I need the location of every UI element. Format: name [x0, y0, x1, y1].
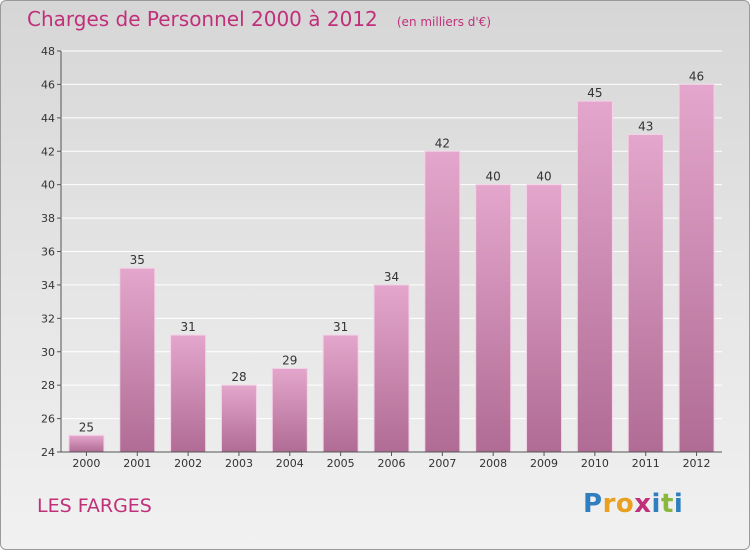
y-tick-label: 34: [41, 279, 55, 292]
x-tick-label: 2000: [72, 457, 100, 470]
y-tick-label: 48: [41, 45, 55, 58]
bar: [68, 434, 105, 453]
bar-value-label: 43: [638, 120, 653, 134]
logo-letter: P: [583, 489, 603, 519]
commune-name: LES FARGES: [37, 495, 152, 517]
bar: [373, 284, 410, 453]
bar: [678, 83, 715, 453]
proxiti-logo: Proxiti: [583, 489, 683, 519]
chart-title-row: Charges de Personnel 2000 à 2012 (en mil…: [27, 7, 491, 31]
bar-value-label: 40: [486, 170, 501, 184]
x-tick-label: 2010: [581, 457, 609, 470]
x-tick-label: 2004: [276, 457, 304, 470]
bar-value-label: 35: [130, 253, 145, 267]
y-tick-label: 46: [41, 78, 55, 91]
bar-value-label: 45: [587, 86, 602, 100]
bar: [475, 184, 512, 453]
x-tick-label: 2011: [632, 457, 660, 470]
y-tick-label: 40: [41, 179, 55, 192]
x-tick-label: 2007: [428, 457, 456, 470]
bar: [322, 334, 359, 453]
y-tick-label: 42: [41, 145, 55, 158]
x-tick-label: 2012: [683, 457, 711, 470]
bar: [576, 100, 613, 453]
bar-value-label: 31: [180, 320, 195, 334]
bar-value-label: 34: [384, 270, 399, 284]
y-tick-label: 38: [41, 212, 55, 225]
logo-letter: x: [634, 489, 652, 519]
bar: [119, 267, 156, 453]
y-tick-label: 28: [41, 379, 55, 392]
x-tick-label: 2003: [225, 457, 253, 470]
bar-value-label: 31: [333, 320, 348, 334]
bar: [424, 150, 461, 453]
y-tick-label: 32: [41, 312, 55, 325]
x-tick-label: 2002: [174, 457, 202, 470]
logo-letter: r: [602, 489, 616, 519]
bar: [526, 184, 563, 453]
y-tick-label: 26: [41, 413, 55, 426]
y-tick-label: 30: [41, 346, 55, 359]
chart-title: Charges de Personnel 2000 à 2012: [27, 7, 378, 31]
y-tick-label: 36: [41, 246, 55, 259]
bar: [220, 384, 257, 453]
y-tick-label: 44: [41, 112, 55, 125]
bar-value-label: 25: [79, 420, 94, 434]
x-tick-label: 2005: [327, 457, 355, 470]
x-tick-label: 2009: [530, 457, 558, 470]
bar: [627, 134, 664, 453]
bar-layer: 25 35 31 28 29 31 34 42 40 40 45 43 46: [68, 69, 715, 453]
bar-value-label: 40: [536, 170, 551, 184]
logo-letter: i: [651, 489, 661, 519]
chart-unit: (en milliers d'€): [396, 15, 491, 29]
axis-layer: 24 26 28 30 32 34 36 38 40 42 44 46 48 2000 2001 2002 20…: [41, 45, 722, 470]
logo-letter: i: [673, 489, 684, 519]
logo-letter: o: [615, 489, 635, 519]
bar-value-label: 28: [231, 370, 246, 384]
x-tick-label: 2008: [479, 457, 507, 470]
bar-value-label: 42: [435, 136, 450, 150]
logo-letter: t: [660, 489, 674, 519]
y-tick-label: 24: [41, 446, 55, 459]
bar: [170, 334, 207, 453]
x-tick-label: 2006: [378, 457, 406, 470]
x-tick-label: 2001: [123, 457, 151, 470]
bar-value-label: 46: [689, 69, 704, 83]
bar: [271, 367, 308, 453]
bar-value-label: 29: [282, 353, 297, 367]
